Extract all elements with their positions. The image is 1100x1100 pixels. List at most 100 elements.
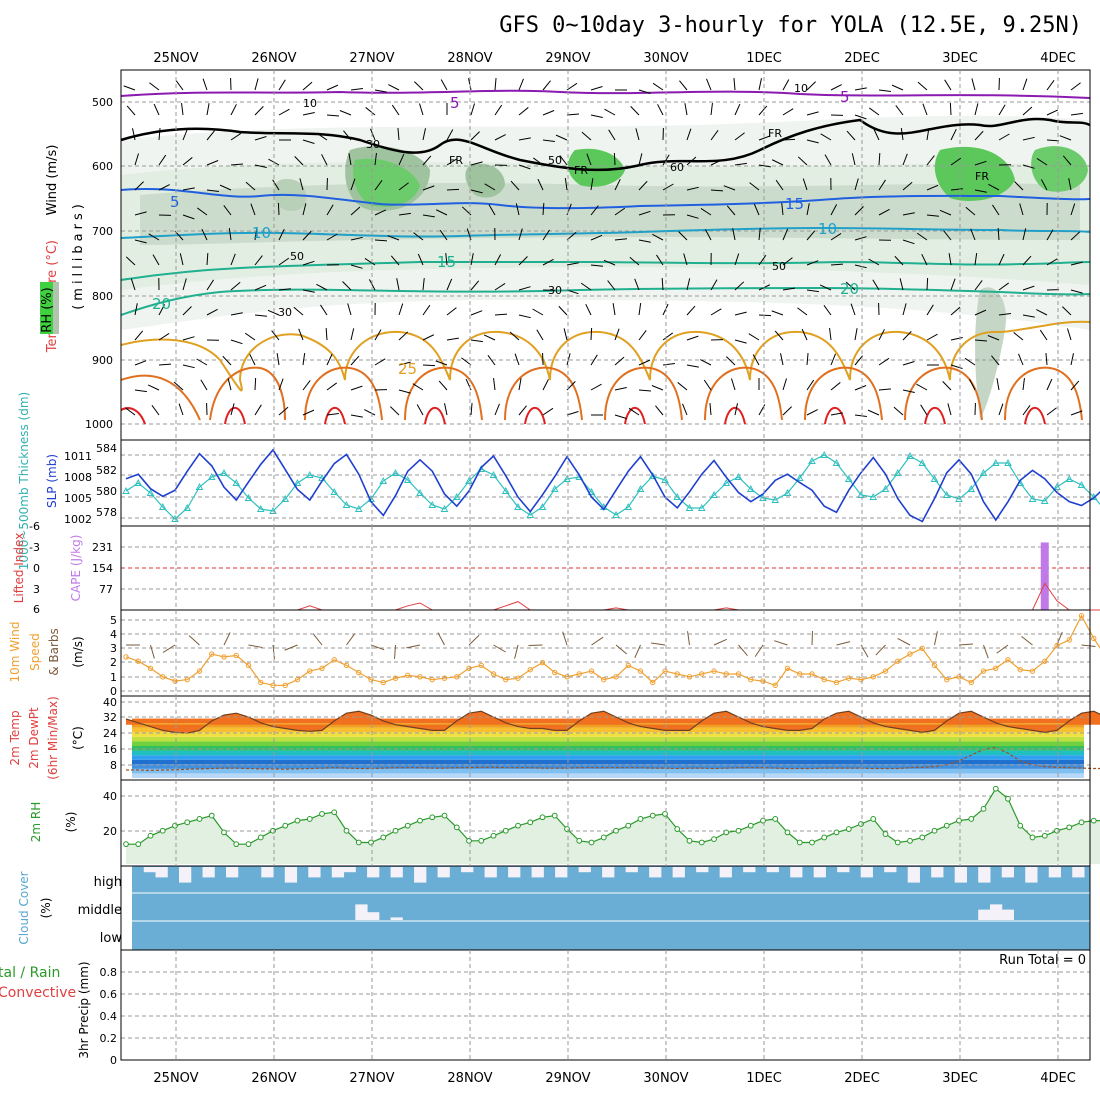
wind-barb (422, 304, 431, 316)
wind-barb (974, 189, 987, 193)
contour-label: 5 (450, 94, 460, 112)
wind-barb (652, 82, 664, 91)
wind-barb (638, 210, 651, 216)
cape-tick: 77 (99, 583, 113, 596)
rh2m-point (245, 841, 252, 848)
upper-air-panel: 5 5 5 10 10 15 15 20 20 25 10 30 50 60 5… (40, 69, 1091, 441)
wind-barb (590, 383, 602, 391)
rh2m-point (453, 824, 460, 831)
cloud-middle-bar (978, 909, 991, 920)
wind-barb (387, 235, 400, 241)
contour-label: 15 (785, 195, 804, 213)
temp-band (132, 746, 1084, 751)
wind-barb (277, 202, 280, 216)
rh2m-point (380, 834, 387, 841)
thickness-point (1065, 474, 1074, 482)
top-date-label: 2DEC (844, 51, 880, 66)
contour-label: 30 (278, 306, 292, 319)
cloud-high-bar (461, 867, 474, 873)
wind10-point (772, 682, 778, 689)
thickness-point (771, 495, 780, 503)
wind-barb (878, 357, 890, 366)
cloud-high-bar (672, 867, 685, 878)
wind-barb (758, 164, 771, 168)
rh2m-point (784, 829, 791, 836)
wind-grid (121, 619, 1090, 692)
wind-barb (1022, 255, 1032, 266)
rh2m-point (747, 822, 754, 829)
wind-barb (878, 388, 891, 391)
wind-barb (321, 154, 328, 166)
wind-barb (710, 159, 723, 166)
wind-barb (797, 156, 808, 166)
wind10-point (711, 668, 717, 674)
contour-label: 50 (290, 250, 304, 263)
wind10-point (919, 645, 925, 652)
wind-barb (850, 303, 856, 316)
precip-panel-bg (121, 950, 1090, 1060)
wind-barb (782, 257, 793, 266)
wind-barb (350, 206, 361, 216)
wind-barb (948, 253, 952, 266)
rh2m-point (355, 839, 362, 846)
rh2m-point (809, 839, 815, 846)
thickness-point (391, 468, 400, 476)
wind-barb (470, 280, 480, 291)
wind-tick: 0 (110, 685, 117, 698)
wind-barb (612, 303, 616, 316)
wind-barb (202, 78, 208, 91)
rh2m-point (233, 841, 240, 848)
contour-label: 10 (818, 220, 837, 238)
wind-barb (326, 413, 339, 416)
thickness-point (906, 451, 914, 459)
wind-barb (614, 414, 627, 419)
thickness-point (550, 484, 559, 492)
contour-label: 10 (303, 97, 317, 110)
temp-band (132, 727, 1084, 733)
wind-barb (326, 353, 333, 366)
cloud-high-bar (602, 867, 615, 878)
wind10-panel: 5 4 3 2 1 0 10m Wind Speed & Barbs (m/s) (8, 609, 1100, 698)
wind-barb (134, 330, 144, 341)
wind-barb (249, 353, 256, 366)
wind-barb (638, 303, 642, 316)
wind-barb (390, 406, 400, 416)
wind-barb (603, 259, 616, 266)
wind10-point (613, 674, 619, 680)
cloud-high-bar (414, 867, 427, 883)
wind-barb (422, 155, 432, 166)
wind-barb (771, 310, 784, 316)
side-label-convective: Convective (0, 985, 76, 1001)
thickness-point (918, 458, 927, 466)
wind-barb (518, 314, 531, 319)
side-label-cloud-cover: Cloud Cover (17, 871, 31, 944)
wind-barb (181, 103, 184, 116)
thickness-point (232, 478, 241, 486)
wind-barb (494, 283, 506, 291)
wind-barb (758, 78, 762, 91)
wind-barb (630, 106, 640, 116)
wind10-barb (406, 644, 421, 649)
wind-barb (782, 228, 789, 241)
wind-barb (774, 330, 784, 341)
wind-barb (854, 385, 867, 391)
wind-barb (298, 328, 304, 341)
wind-barb (581, 131, 592, 141)
wind-barb (1046, 79, 1055, 91)
rh2m-point (319, 811, 325, 817)
wind-barb (638, 89, 651, 94)
rh2m-point (172, 822, 178, 829)
cloud-high-bar (907, 867, 920, 883)
thickness-point (869, 492, 878, 500)
contour-label: FR (975, 170, 989, 183)
wind-barb (302, 139, 315, 144)
wind10-point (576, 671, 582, 677)
side-label-2m-temp: 2m Temp (8, 710, 22, 765)
wind-barb (677, 382, 688, 391)
thickness-point (832, 458, 841, 466)
thickness-point (354, 504, 363, 512)
pressure-tick: 900 (92, 354, 113, 367)
temp-tick: 16 (103, 743, 117, 756)
rh2m-point (845, 826, 852, 832)
wind10-point (319, 665, 325, 671)
